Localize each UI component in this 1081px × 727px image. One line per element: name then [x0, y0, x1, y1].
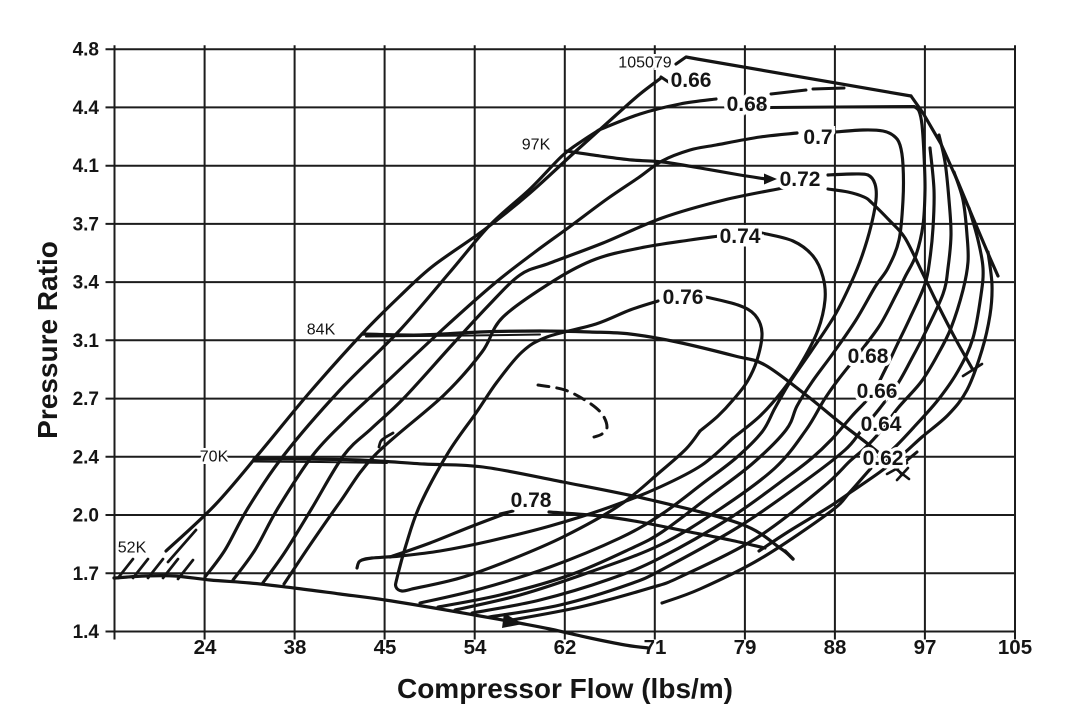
svg-text:0.66: 0.66 — [857, 380, 898, 403]
svg-text:84K: 84K — [307, 322, 336, 339]
svg-text:54: 54 — [464, 636, 487, 659]
svg-text:4.1: 4.1 — [73, 156, 100, 177]
svg-text:70K: 70K — [200, 449, 229, 466]
svg-text:3.4: 3.4 — [73, 273, 100, 294]
svg-text:Pressure Ratio: Pressure Ratio — [32, 241, 63, 439]
svg-text:97: 97 — [914, 636, 937, 659]
svg-text:3.1: 3.1 — [73, 331, 100, 352]
svg-text:0.66: 0.66 — [671, 69, 712, 92]
svg-text:71: 71 — [644, 636, 667, 659]
svg-text:38: 38 — [284, 636, 307, 659]
svg-text:Compressor Flow (lbs/m): Compressor Flow (lbs/m) — [397, 673, 733, 704]
svg-text:97K: 97K — [522, 137, 551, 154]
svg-text:2.0: 2.0 — [73, 506, 99, 527]
svg-text:52K: 52K — [118, 540, 147, 557]
svg-text:1.7: 1.7 — [73, 564, 99, 585]
svg-text:105079: 105079 — [618, 55, 671, 72]
svg-text:105: 105 — [998, 636, 1032, 659]
svg-text:0.7: 0.7 — [803, 126, 832, 149]
svg-text:0.76: 0.76 — [663, 286, 704, 309]
svg-text:0.64: 0.64 — [861, 413, 902, 436]
svg-text:88: 88 — [824, 636, 847, 659]
svg-text:62: 62 — [554, 636, 577, 659]
svg-text:0.68: 0.68 — [848, 345, 889, 368]
svg-text:0.68: 0.68 — [727, 93, 768, 116]
svg-text:2.7: 2.7 — [73, 389, 99, 410]
svg-text:3.7: 3.7 — [73, 214, 99, 235]
svg-text:0.72: 0.72 — [780, 168, 821, 191]
svg-text:0.78: 0.78 — [511, 489, 552, 512]
svg-text:0.74: 0.74 — [720, 225, 761, 248]
svg-text:2.4: 2.4 — [73, 447, 100, 468]
svg-text:1.4: 1.4 — [73, 622, 100, 643]
svg-text:24: 24 — [194, 636, 217, 659]
svg-text:0.62: 0.62 — [863, 447, 904, 470]
svg-text:4.8: 4.8 — [73, 40, 99, 61]
svg-text:45: 45 — [374, 636, 397, 659]
svg-text:79: 79 — [734, 636, 757, 659]
svg-text:4.4: 4.4 — [73, 98, 100, 119]
